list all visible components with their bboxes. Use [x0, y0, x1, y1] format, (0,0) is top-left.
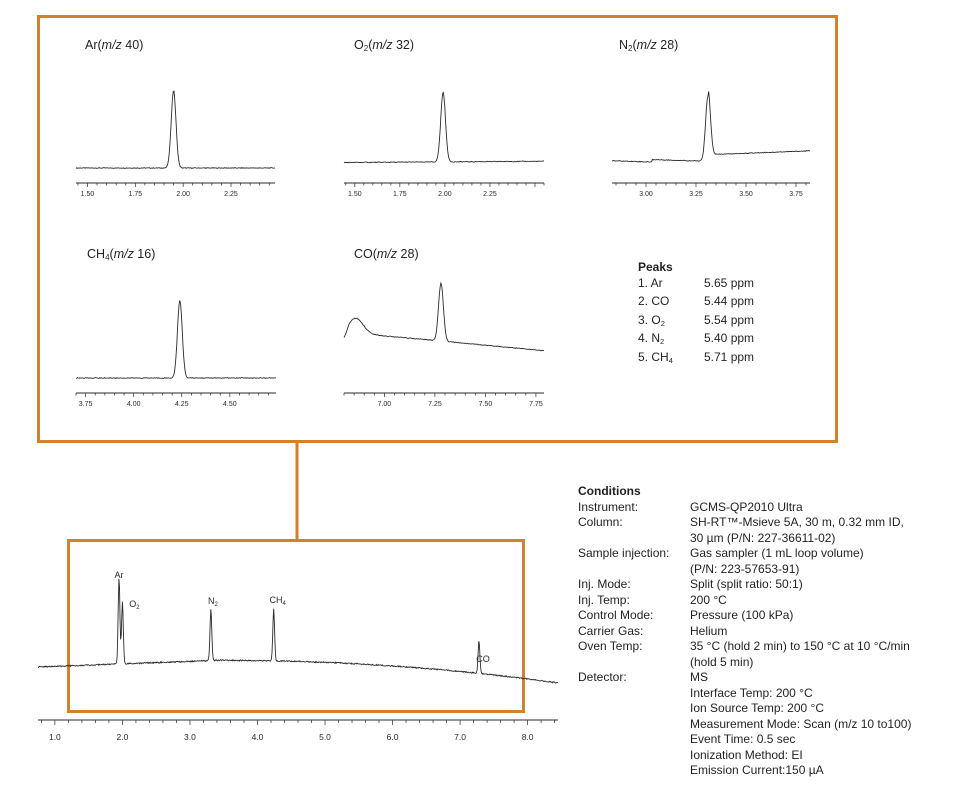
main-tick-label: 5.0 [319, 732, 331, 742]
conditions-title: Conditions [578, 484, 641, 498]
peak-label: Ar [115, 570, 124, 580]
tick-label: 7.75 [529, 401, 543, 408]
peak-label: N2 [208, 596, 219, 608]
peak-row: 2. CO 5.44 ppm [638, 294, 755, 308]
main-tick-label: 6.0 [387, 732, 399, 742]
condition-row: Instrument: GCMS-QP2010 Ultra [578, 499, 803, 514]
condition-row: Control Mode: Pressure (100 kPa) [578, 608, 794, 622]
inset-label-ch4: CH4(m/z 16) [87, 247, 156, 262]
condition-row: Inj. Mode: Split (split ratio: 50:1) [578, 577, 803, 591]
conditions-block: Conditions Instrument: GCMS-QP2010 Ultra … [578, 484, 948, 779]
inset-trace-o2 [343, 91, 545, 164]
inset-label-co: CO(m/z 28) [354, 247, 419, 261]
inset-trace-n2 [611, 91, 811, 163]
inset-label-o2: O2(m/z 32) [354, 38, 415, 53]
peak-row: 3. O2 5.54 ppm [638, 312, 755, 328]
condition-row: Oven Temp: 35 °C (hold 2 min) to 150 °C a… [578, 639, 910, 669]
peak-label: O2 [129, 599, 140, 611]
tick-label: 2.00 [438, 191, 452, 198]
inset-label-ar: Ar(m/z 40) [85, 38, 144, 52]
main-tick-label: 2.0 [117, 732, 129, 742]
condition-row: Sample injection: Gas sampler (1 mL loop … [578, 546, 864, 576]
tick-label: 1.50 [348, 191, 362, 198]
tick-label: 1.75 [393, 191, 407, 198]
tick-label: 3.75 [789, 191, 803, 198]
tick-label: 1.50 [81, 191, 95, 198]
inset-frame [37, 15, 838, 443]
peak-row: 4. N2 5.40 ppm [638, 331, 755, 346]
tick-label: 2.00 [176, 191, 190, 198]
tick-label: 4.00 [127, 401, 141, 408]
tick-label: 4.50 [223, 401, 237, 408]
peaks-table: Peaks 1. Ar 5.65 ppm 2. CO 5.44 ppm 3. O2 5… [638, 260, 754, 368]
tick-label: 3.00 [639, 191, 653, 198]
condition-row: Inj. Temp: 200 °C [578, 592, 727, 607]
tick-label: 1.75 [129, 191, 143, 198]
zoom-frame [67, 539, 525, 713]
tick-label: 3.25 [689, 191, 703, 198]
tick-label: 3.50 [739, 191, 753, 198]
main-tick-label: 4.0 [252, 732, 264, 742]
tick-label: 3.75 [79, 401, 93, 408]
inset-trace-ar [75, 90, 276, 169]
tick-label: 7.25 [428, 401, 442, 408]
inset-trace-ch4 [75, 300, 277, 379]
tick-label: 2.25 [224, 191, 238, 198]
condition-row: Carrier Gas: Helium [578, 623, 728, 638]
main-tick-label: 1.0 [49, 732, 61, 742]
condition-row: Detector: MS Interface Temp: 200 °C Ion So… [578, 670, 912, 777]
peak-label: CO [476, 654, 490, 664]
main-tick-label: 7.0 [454, 732, 466, 742]
inset-trace-co [343, 281, 545, 352]
peak-label: CH4 [270, 595, 287, 607]
tick-label: 2.25 [483, 191, 497, 198]
inset-label-n2: N2(m/z 28) [619, 38, 679, 53]
main-tick-label: 8.0 [522, 732, 534, 742]
peak-row: 5. CH4 5.71 ppm [638, 349, 755, 365]
condition-row: Column: SH-RT™-Msieve 5A, 30 m, 0.32 mm I… [578, 515, 904, 545]
main-tick-label: 3.0 [184, 732, 196, 742]
tick-label: 7.00 [378, 401, 392, 408]
peaks-title: Peaks [638, 260, 673, 274]
tick-label: 4.25 [175, 401, 189, 408]
main-trace [37, 578, 559, 684]
peak-row: 1. Ar 5.65 ppm [638, 275, 755, 290]
tick-label: 7.50 [479, 401, 493, 408]
